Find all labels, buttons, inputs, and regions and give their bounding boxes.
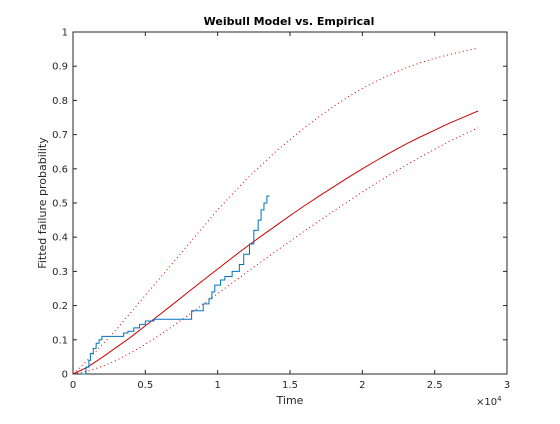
y-tick-label: 0.8 [52, 96, 68, 107]
x-exponent-base: ×10 [476, 397, 497, 408]
y-tick-label: 0.6 [52, 164, 68, 175]
x-axis-label: Time [276, 394, 304, 407]
y-tick-label: 0 [62, 370, 68, 381]
x-tick-label: 0.5 [137, 380, 153, 391]
y-axis-label: Fitted failure probability [36, 137, 49, 269]
plot-box [72, 31, 508, 375]
weibull-model-line [72, 110, 479, 375]
y-tick-label: 0.2 [52, 301, 68, 312]
x-tick-label: 1 [214, 380, 220, 391]
x-tick-label: 0 [70, 380, 76, 391]
x-tick-label: 2.5 [427, 380, 443, 391]
confidence-bound-line [72, 47, 479, 375]
chart-title: Weibull Model vs. Empirical [204, 15, 375, 28]
x-axis-exponent: ×104 [476, 395, 502, 408]
x-tick-label: 1.5 [282, 380, 298, 391]
y-tick-label: 0.9 [52, 62, 68, 73]
axes: 0 0.5 1 1.5 2 2.5 3 0 0.1 0.2 0.3 0.4 0.5 0.6 0.7 0.8 0.… [52, 28, 510, 392]
y-tick-label: 0.5 [52, 199, 68, 210]
plot-series [72, 47, 479, 375]
y-tick-label: 0.3 [52, 267, 68, 278]
x-tick-label: 3 [504, 380, 510, 391]
y-tick-label: 0.4 [52, 233, 68, 244]
x-exponent-power: 4 [497, 395, 502, 403]
y-tick-label: 0.7 [52, 130, 68, 141]
empirical-cdf-line [81, 195, 270, 375]
y-tick-label: 1 [62, 28, 68, 39]
x-tick-label: 2 [359, 380, 365, 391]
y-tick-label: 0.1 [52, 335, 68, 346]
confidence-bound-line [72, 127, 479, 375]
